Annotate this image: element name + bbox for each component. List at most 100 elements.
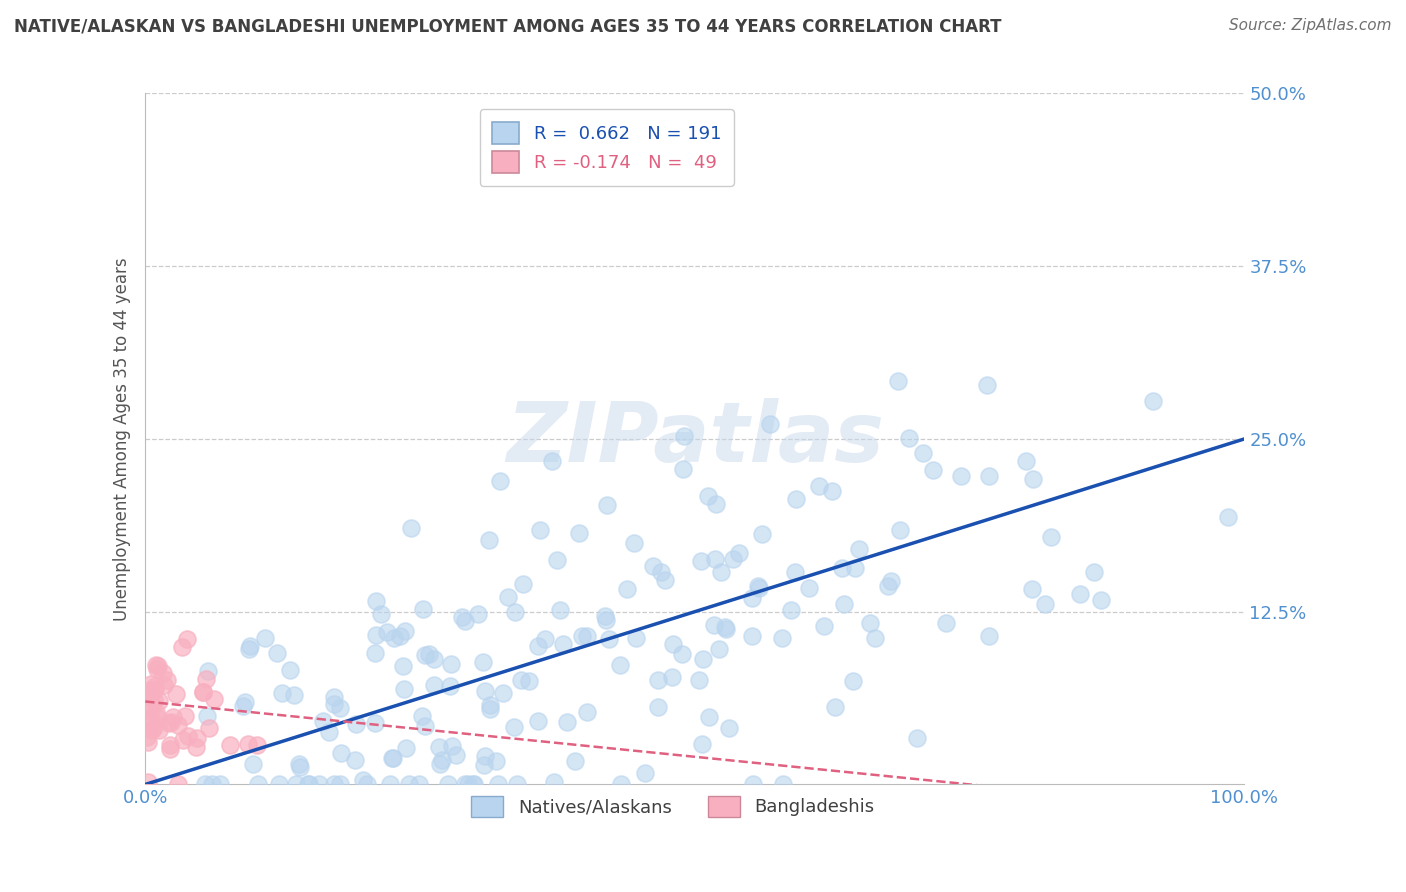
Point <box>437 777 460 791</box>
Point <box>1142 394 1164 409</box>
Point <box>704 552 727 566</box>
Point <box>143 679 166 693</box>
Point <box>364 594 387 608</box>
Point <box>415 648 437 662</box>
Point <box>177 730 200 744</box>
Point <box>728 546 751 560</box>
Point <box>287 757 309 772</box>
Point <box>162 710 184 724</box>
Point <box>673 429 696 443</box>
Point <box>1033 598 1056 612</box>
Point <box>454 614 477 628</box>
Point <box>143 681 166 696</box>
Point <box>329 777 352 791</box>
Point <box>911 446 934 460</box>
Point <box>233 695 256 709</box>
Point <box>247 777 270 791</box>
Point <box>356 777 378 791</box>
Point <box>278 663 301 677</box>
Point <box>709 642 731 657</box>
Point <box>399 521 422 535</box>
Point <box>517 674 540 689</box>
Point <box>432 753 454 767</box>
Point <box>703 617 725 632</box>
Point <box>139 685 162 699</box>
Point <box>704 497 727 511</box>
Point <box>688 673 710 687</box>
Point <box>571 629 593 643</box>
Point <box>647 699 669 714</box>
Point <box>831 561 853 575</box>
Point <box>375 625 398 640</box>
Point <box>381 751 404 765</box>
Point <box>949 468 972 483</box>
Point <box>741 777 763 791</box>
Point <box>568 525 591 540</box>
Point <box>148 711 170 725</box>
Point <box>472 758 495 772</box>
Point <box>246 738 269 752</box>
Point <box>370 607 392 621</box>
Point <box>721 552 744 566</box>
Point <box>298 777 321 791</box>
Point <box>382 632 405 646</box>
Point <box>418 647 440 661</box>
Point <box>624 631 647 645</box>
Point <box>253 631 276 645</box>
Point <box>977 468 1000 483</box>
Point <box>156 673 179 687</box>
Point <box>690 738 713 752</box>
Point <box>714 620 737 634</box>
Point <box>450 610 472 624</box>
Point <box>463 777 485 791</box>
Point <box>935 615 957 630</box>
Point <box>193 685 215 699</box>
Point <box>197 664 219 678</box>
Point <box>439 679 461 693</box>
Point <box>176 632 198 647</box>
Point <box>412 602 434 616</box>
Point <box>413 719 436 733</box>
Point <box>859 616 882 631</box>
Point <box>548 603 571 617</box>
Point <box>747 579 769 593</box>
Point <box>266 646 288 660</box>
Point <box>616 582 638 597</box>
Point <box>136 735 159 749</box>
Point <box>285 777 308 791</box>
Point <box>759 417 782 432</box>
Point <box>505 605 527 619</box>
Point <box>832 597 855 611</box>
Point <box>661 670 683 684</box>
Point <box>318 724 340 739</box>
Point <box>457 777 479 791</box>
Point <box>824 700 846 714</box>
Point <box>232 699 254 714</box>
Point <box>146 658 169 673</box>
Point <box>136 730 159 744</box>
Point <box>474 748 496 763</box>
Point <box>478 698 501 713</box>
Point <box>564 755 586 769</box>
Point <box>322 777 344 791</box>
Point <box>329 746 352 760</box>
Point <box>392 659 415 673</box>
Point <box>201 777 224 791</box>
Point <box>751 527 773 541</box>
Point <box>394 624 416 638</box>
Point <box>139 690 162 705</box>
Point <box>1216 510 1239 524</box>
Point <box>208 777 231 791</box>
Point <box>194 777 217 791</box>
Point <box>323 697 346 711</box>
Point <box>382 751 405 765</box>
Point <box>696 489 718 503</box>
Point <box>748 581 770 595</box>
Point <box>709 565 731 579</box>
Text: ZIPatlas: ZIPatlas <box>506 399 884 479</box>
Point <box>797 582 820 596</box>
Point <box>555 715 578 730</box>
Point <box>352 772 374 787</box>
Point <box>976 378 998 392</box>
Point <box>395 740 418 755</box>
